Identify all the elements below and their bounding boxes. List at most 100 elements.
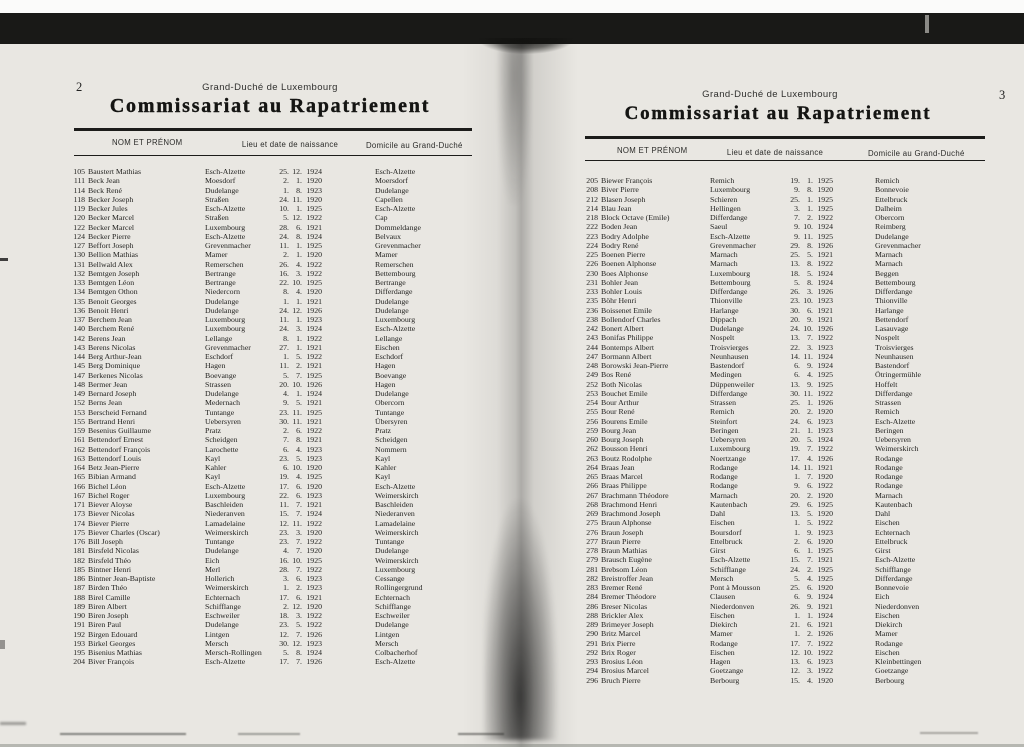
table-row: 223 Bodry Adolphe Esch-Alzette 9. 11. 1925 Dud… — [577, 232, 921, 241]
birth-year: 1920 — [306, 287, 322, 297]
person-name: Birel Camille — [88, 592, 131, 602]
birth-place: Weimerskirch — [205, 527, 249, 537]
birth-month: 8. — [296, 231, 302, 241]
birth-month: 1. — [807, 610, 813, 620]
column-header-birth-right: Lieu et date de naissance — [726, 148, 824, 157]
table-row: 218 Block Octave (Emile) Differdange 7. 2. 19… — [577, 213, 921, 222]
person-name: Biren Paul — [88, 620, 122, 630]
entry-number: 133 — [73, 278, 85, 287]
birth-place: Hollerich — [205, 574, 235, 583]
birth-year: 1924 — [817, 610, 833, 620]
book-gutter-shadow-bottom — [484, 500, 558, 740]
birth-year: 1920 — [306, 194, 322, 204]
table-row: 290 Britz Marcel Mamer 1. 2. 1926 Mamer — [577, 629, 921, 638]
domicile: Harlange — [875, 305, 904, 315]
birth-year: 1922 — [306, 268, 322, 278]
birth-day: 28. — [279, 222, 289, 232]
entry-number: 190 — [73, 611, 85, 620]
entry-number: 242 — [586, 324, 598, 333]
entry-number: 249 — [586, 370, 598, 380]
domicile: Niederanven — [375, 509, 415, 519]
entry-number: 276 — [586, 527, 598, 537]
entry-number: 137 — [73, 315, 85, 324]
table-row: 134 Bemtgen Othon Niedercorn 8. 4. 1920 Differ… — [64, 287, 423, 296]
birth-year: 1922 — [817, 481, 833, 491]
birth-place: Dahl — [710, 509, 726, 518]
birth-month: 6. — [807, 305, 813, 315]
domicile: Strassen — [875, 398, 901, 407]
person-name: Berns Jean — [88, 398, 122, 408]
birth-month: 5. — [807, 268, 813, 278]
domicile: Pratz — [375, 426, 392, 435]
person-name: Bour Arthur — [601, 398, 639, 407]
birth-day: 7. — [283, 435, 289, 445]
table-row: 264 Braas Jean Rodange 14. 11. 1921 Rodange — [577, 463, 921, 472]
table-row: 132 Bemtgen Joseph Bertrange 16. 3. 1922 Bette… — [64, 269, 423, 278]
table-row: 120 Becker Marcel Straßen 5. 12. 1922 Cap — [64, 213, 423, 222]
birth-year: 1920 — [817, 536, 833, 546]
entry-number: 130 — [73, 250, 85, 260]
birth-day: 12. — [279, 629, 289, 639]
table-row: 212 Blasen Joseph Schieren 25. 1. 1925 Ettelbr… — [577, 195, 921, 204]
person-name: Braun Mathias — [601, 546, 648, 555]
table-row: 244 Bontemps Albert Troisvierges 22. 3. 1923 T… — [577, 343, 921, 352]
birth-day: 18. — [279, 611, 289, 620]
person-name: Breistroffer Jean — [601, 573, 654, 583]
birth-year: 1920 — [306, 601, 322, 611]
person-name: Boden Jean — [601, 222, 638, 232]
person-name: Biewer François — [601, 176, 653, 185]
person-name: Baustert Mathias — [88, 167, 142, 176]
birth-place: Goetzange — [710, 666, 744, 676]
birth-year: 1925 — [817, 194, 833, 204]
person-name: Bollendorf Charles — [601, 314, 661, 324]
birth-year: 1922 — [306, 352, 322, 361]
entry-number: 275 — [586, 518, 598, 528]
entry-number: 161 — [73, 435, 85, 445]
entry-number: 236 — [586, 305, 598, 315]
birth-month: 1. — [296, 176, 302, 186]
birth-year: 1923 — [306, 490, 322, 500]
birth-month: 12. — [292, 213, 302, 223]
birth-place: Kahler — [205, 463, 227, 472]
birth-year: 1920 — [306, 527, 322, 537]
birth-year: 1926 — [817, 398, 833, 407]
birth-place: Pont à Mousson — [710, 583, 761, 592]
birth-place: Esch-Alzette — [205, 231, 246, 241]
entry-number: 222 — [586, 222, 598, 232]
birth-place: Ettelbruck — [710, 536, 743, 546]
birth-day: 22. — [790, 342, 800, 352]
birth-year: 1923 — [306, 638, 322, 648]
entry-number: 205 — [586, 176, 598, 185]
birth-year: 1925 — [306, 472, 322, 482]
birth-month: 6. — [807, 536, 813, 546]
domicile: Beringen — [875, 425, 904, 435]
table-row: 242 Bonert Albert Dudelange 24. 10. 1926 Lasau… — [577, 324, 921, 333]
birth-day: 9. — [283, 398, 289, 408]
birth-day: 10. — [279, 204, 289, 213]
domicile: Dudelange — [375, 546, 409, 556]
birth-day: 25. — [790, 194, 800, 204]
birth-month: 12. — [292, 167, 302, 176]
table-row: 268 Brachmond Henri Kautenbach 29. 6. 1925 Kau… — [577, 500, 921, 509]
birth-day: 20. — [790, 435, 800, 444]
birth-year: 1921 — [306, 592, 322, 602]
table-row: 130 Bellion Mathias Mamer 2. 1. 1920 Mamer — [64, 250, 423, 259]
table-row: 262 Bousson Henri Luxembourg 19. 7. 1922 Weime… — [577, 444, 921, 453]
scan-smudge — [60, 733, 186, 735]
person-name: Berchem René — [88, 324, 135, 334]
domicile: Grevenmacher — [875, 240, 921, 250]
kicker-right: Grand-Duché de Luxembourg — [702, 89, 838, 100]
birth-place: Esch-Alzette — [205, 481, 246, 491]
domicile: Nommern — [375, 444, 407, 454]
domicile: Esch-Alzette — [875, 416, 916, 426]
column-header-name-left: NOM ET PRÉNOM — [112, 138, 183, 147]
person-name: Brachmann Théodore — [601, 490, 669, 500]
domicile: Esch-Alzette — [375, 657, 416, 667]
entry-number: 191 — [73, 620, 85, 630]
birth-day: 2. — [283, 601, 289, 611]
domicile: Dudelange — [375, 389, 409, 398]
birth-year: 1924 — [817, 222, 833, 232]
birth-day: 5. — [794, 277, 800, 287]
birth-place: Thionville — [710, 296, 743, 306]
birth-year: 1926 — [306, 629, 322, 639]
